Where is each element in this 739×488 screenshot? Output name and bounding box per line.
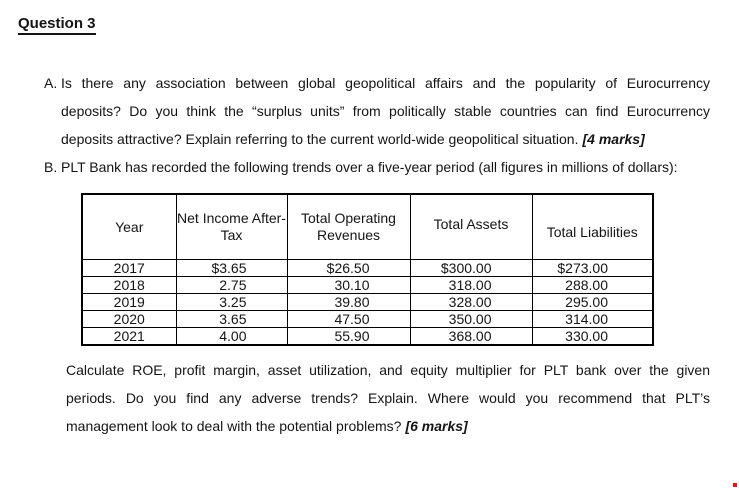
question-b-task-line-3: management look to deal with the potenti… xyxy=(66,412,710,440)
question-a-line-3-text: deposits attractive? Explain referring t… xyxy=(61,131,579,147)
question-b-task: Calculate ROE, profit margin, asset util… xyxy=(66,356,710,440)
table-cell: 2018 xyxy=(81,276,177,294)
table-row-2020: 2020 3.65 47.50 350.00 314.00 xyxy=(81,310,654,328)
table-cell: $273.00 xyxy=(531,259,654,277)
table-cell: 2017 xyxy=(81,259,177,277)
question-a-line-1: Is there any association between global … xyxy=(61,75,710,91)
table-cell: 3.65 xyxy=(175,310,288,328)
table-cell: 330.00 xyxy=(531,327,654,346)
table-cell: 2019 xyxy=(81,293,177,311)
question-b-task-line-1: Calculate ROE, profit margin, asset util… xyxy=(66,362,710,378)
table-header-year: Year xyxy=(81,193,177,260)
table-cell: 328.00 xyxy=(409,293,533,311)
table-cell: 30.10 xyxy=(286,276,411,294)
table-cell: 3.25 xyxy=(175,293,288,311)
question-a-line-2: deposits? Do you think the “surplus unit… xyxy=(61,103,710,119)
table-cell: $3.65 xyxy=(175,259,288,277)
table-row-2019: 2019 3.25 39.80 328.00 295.00 xyxy=(81,293,654,311)
question-b-task-line-2: periods. Do you find any adverse trends?… xyxy=(66,390,710,406)
table-cell: 47.50 xyxy=(286,310,411,328)
table-header-net-income: Net Income After-Tax xyxy=(175,193,288,260)
table-cell: 368.00 xyxy=(409,327,533,346)
table-header-row: Year Net Income After-Tax Total Operatin… xyxy=(81,193,654,260)
red-dot-mark xyxy=(733,483,737,487)
question-a-line-3: deposits attractive? Explain referring t… xyxy=(61,125,710,153)
table-cell: 314.00 xyxy=(531,310,654,328)
table-cell: 288.00 xyxy=(531,276,654,294)
financial-table: Year Net Income After-Tax Total Operatin… xyxy=(81,193,654,346)
table-header-total-assets: Total Assets xyxy=(409,193,533,260)
table-cell: 4.00 xyxy=(175,327,288,346)
table-header-total-liabilities: Total Liabilities xyxy=(531,193,654,260)
question-a-label: A. xyxy=(44,75,58,91)
question-b-task-line-3-text: management look to deal with the potenti… xyxy=(66,418,402,434)
table-row-2021: 2021 4.00 55.90 368.00 330.00 xyxy=(81,327,654,346)
question-b-intro: PLT Bank has recorded the following tren… xyxy=(61,159,678,175)
table-cell: $26.50 xyxy=(286,259,411,277)
question-b-marks: [6 marks] xyxy=(405,418,468,434)
table-row-2017: 2017 $3.65 $26.50 $300.00 $273.00 xyxy=(81,259,654,277)
question-b: B. PLT Bank has recorded the following t… xyxy=(44,153,734,181)
table-cell: 295.00 xyxy=(531,293,654,311)
table-row-2018: 2018 2.75 30.10 318.00 288.00 xyxy=(81,276,654,294)
table-cell: 350.00 xyxy=(409,310,533,328)
table-cell: 55.90 xyxy=(286,327,411,346)
question-title: Question 3 xyxy=(18,15,96,35)
table-cell: 318.00 xyxy=(409,276,533,294)
question-a: A. Is there any association between glob… xyxy=(44,69,710,153)
table-cell: 2021 xyxy=(81,327,177,346)
table-cell: 2020 xyxy=(81,310,177,328)
question-b-label: B. xyxy=(44,159,58,175)
table-cell: $300.00 xyxy=(409,259,533,277)
question-a-marks: [4 marks] xyxy=(582,131,645,147)
question-a-body: Is there any association between global … xyxy=(61,69,710,153)
table-header-operating-revenues: Total Operating Revenues xyxy=(286,193,411,260)
table-cell: 39.80 xyxy=(286,293,411,311)
table-cell: 2.75 xyxy=(175,276,288,294)
